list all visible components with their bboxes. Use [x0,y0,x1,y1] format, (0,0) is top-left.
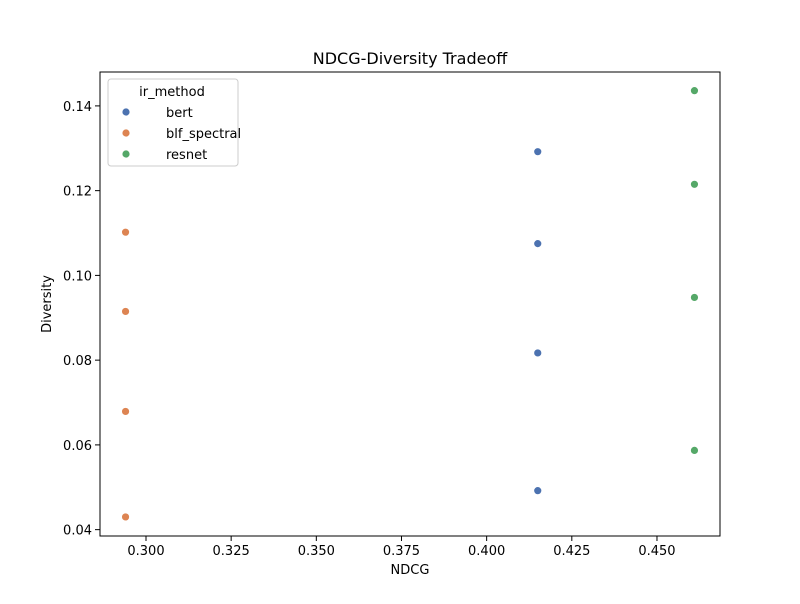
x-tick-label: 0.350 [298,544,335,559]
data-point-resnet [690,86,699,96]
legend-label-blf-spectral: blf_spectral [166,127,241,142]
data-points [121,86,699,522]
data-point-bert [533,147,543,157]
y-tick-label: 0.10 [63,269,92,284]
data-point-resnet [690,293,699,302]
data-point-blf-spectral [121,227,130,237]
legend-marker-blf-spectral [121,128,131,138]
y-tick-label: 0.12 [63,185,92,200]
y-tick-label: 0.04 [63,524,92,539]
y-tick-label: 0.14 [63,100,92,115]
x-tick-label: 0.425 [553,544,590,559]
x-axis-title: NDCG [391,563,430,578]
data-point-blf-spectral [121,407,130,416]
x-tick-label: 0.300 [127,544,164,559]
data-point-resnet [690,179,699,189]
legend-marker-resnet [121,149,131,159]
data-point-bert [533,348,543,358]
x-tick-label: 0.375 [383,544,420,559]
y-tick-label: 0.08 [63,354,92,369]
x-axis: 0.300 0.325 0.350 0.375 0.400 0.425 0.450 [127,536,676,559]
y-tick-label: 0.06 [63,439,92,454]
legend-label-resnet: resnet [166,148,207,163]
x-tick-label: 0.450 [638,544,675,559]
y-axis: 0.04 0.06 0.08 0.10 0.12 0.14 [63,100,100,539]
legend-box [107,78,239,167]
data-point-resnet [690,446,699,455]
data-point-blf-spectral [121,307,130,316]
data-point-bert [533,239,543,249]
x-tick-label: 0.325 [213,544,250,559]
chart-title: NDCG-Diversity Tradeoff [313,49,508,68]
y-axis-title: Diversity [40,275,55,333]
data-point-bert [533,486,543,496]
data-point-blf-spectral [121,512,130,522]
x-tick-label: 0.400 [468,544,505,559]
legend-marker-bert [121,107,131,117]
legend-title: ir_method [139,85,205,100]
legend-label-bert: bert [166,106,193,121]
plot-area-frame [99,71,721,537]
